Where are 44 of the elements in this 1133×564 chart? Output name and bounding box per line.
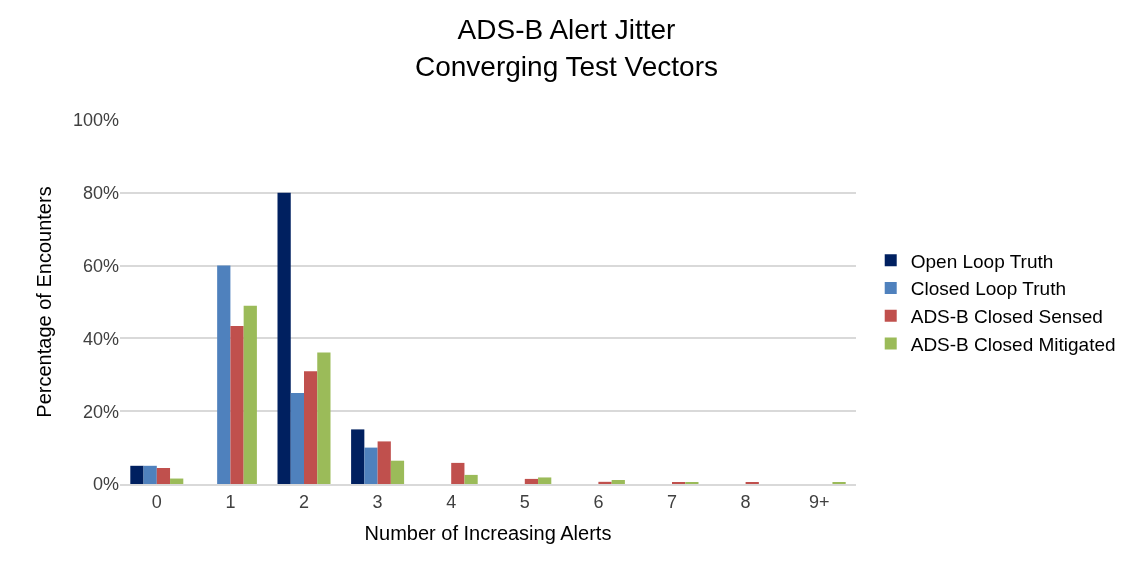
- bar: [277, 192, 291, 484]
- bar: [377, 441, 391, 484]
- y-tick-label: 60%: [82, 255, 119, 276]
- y-tick-label: 40%: [82, 328, 119, 349]
- bar: [317, 352, 331, 484]
- bar: [243, 305, 257, 484]
- x-tick-label: 3: [372, 491, 383, 512]
- legend-label: ADS-B Closed Mitigated: [910, 333, 1116, 355]
- legend-label: Closed Loop Truth: [910, 278, 1066, 300]
- bar: [524, 478, 539, 484]
- chart-title: ADS-B Alert Jitter Converging Test Vectors: [415, 14, 718, 82]
- bar: [451, 462, 465, 484]
- x-tick-label: 0: [151, 491, 162, 512]
- x-tick-label: 1: [225, 491, 236, 512]
- x-tick-label: 4: [446, 491, 457, 512]
- legend-label: ADS-B Closed Sensed: [910, 306, 1103, 328]
- bar: [611, 480, 625, 484]
- bar: [217, 265, 231, 484]
- x-axis-title: Number of Increasing Alerts: [364, 521, 612, 544]
- legend-label: Open Loop Truth: [910, 250, 1054, 272]
- x-tick-label: 5: [519, 491, 530, 512]
- bar: [304, 371, 318, 484]
- bar: [364, 447, 378, 484]
- x-tick-label: 6: [593, 491, 604, 512]
- bar: [538, 477, 552, 484]
- bar: [598, 481, 612, 484]
- bar: [170, 478, 184, 484]
- y-tick-label: 80%: [82, 183, 119, 204]
- bar: [351, 429, 365, 484]
- bar: [464, 474, 478, 484]
- x-tick-label: 2: [298, 491, 310, 512]
- bar: [390, 460, 405, 484]
- y-tick-label: 0%: [92, 474, 119, 495]
- x-tick-label: 7: [666, 491, 678, 512]
- x-tick-label: 8: [740, 491, 751, 512]
- x-tick-label: 9+: [808, 491, 830, 512]
- y-tick-label: 20%: [82, 401, 119, 422]
- bar: [290, 393, 304, 484]
- bar: [143, 465, 157, 484]
- bar: [156, 467, 171, 484]
- y-axis-title: Percentage of Encounters: [33, 186, 56, 418]
- y-tick-label: 100%: [72, 110, 119, 131]
- bar: [130, 465, 144, 484]
- bar: [230, 326, 244, 484]
